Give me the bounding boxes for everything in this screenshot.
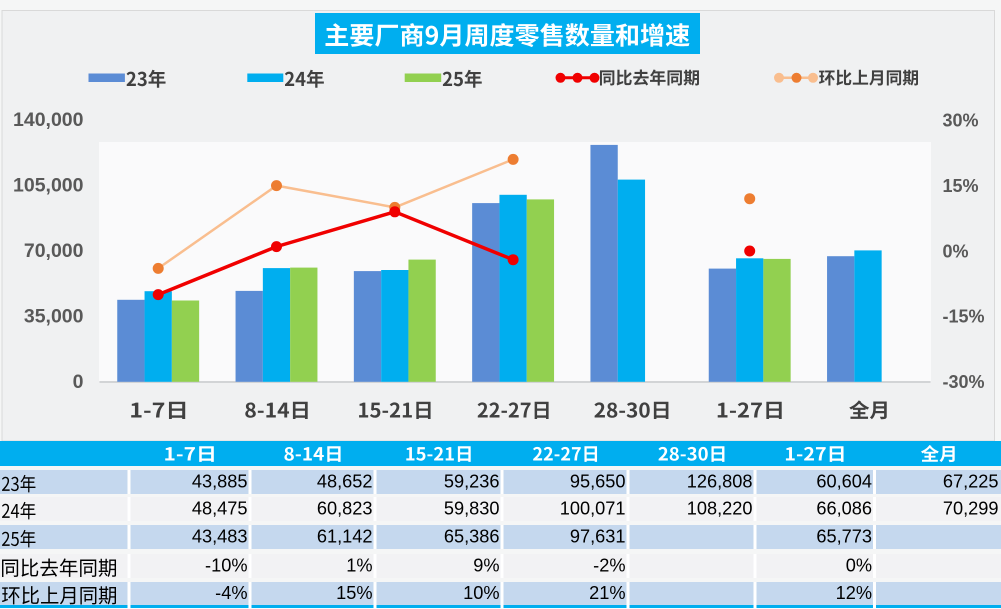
svg-text:48,652: 48,652	[317, 471, 373, 491]
svg-text:0: 0	[73, 371, 84, 393]
svg-text:126,808: 126,808	[687, 471, 753, 491]
svg-text:70,299: 70,299	[943, 498, 999, 518]
svg-text:48,475: 48,475	[192, 498, 248, 518]
svg-text:60,823: 60,823	[317, 498, 373, 518]
svg-text:105,000: 105,000	[13, 175, 84, 197]
svg-text:66,086: 66,086	[816, 498, 872, 518]
svg-text:-15%: -15%	[943, 307, 985, 327]
svg-text:-4%: -4%	[215, 583, 247, 603]
svg-text:43,483: 43,483	[192, 526, 248, 546]
svg-text:70,000: 70,000	[24, 240, 84, 262]
svg-text:35,000: 35,000	[24, 305, 84, 327]
svg-text:97,631: 97,631	[570, 526, 626, 546]
svg-text:9%: 9%	[473, 555, 499, 575]
svg-text:21%: 21%	[589, 583, 625, 603]
svg-text:0%: 0%	[943, 241, 969, 261]
svg-text:59,236: 59,236	[444, 471, 500, 491]
svg-text:61,142: 61,142	[317, 526, 373, 546]
svg-text:65,773: 65,773	[816, 526, 872, 546]
svg-text:15%: 15%	[336, 583, 372, 603]
svg-text:1%: 1%	[346, 555, 372, 575]
svg-text:59,830: 59,830	[444, 498, 500, 518]
svg-text:60,604: 60,604	[816, 471, 872, 491]
svg-text:-30%: -30%	[943, 372, 985, 392]
svg-text:140,000: 140,000	[13, 109, 84, 131]
svg-text:30%: 30%	[943, 111, 979, 131]
svg-text:12%: 12%	[836, 583, 872, 603]
svg-text:-10%: -10%	[205, 555, 247, 575]
svg-text:95,650: 95,650	[570, 471, 626, 491]
svg-text:15%: 15%	[943, 176, 979, 196]
svg-text:0%: 0%	[846, 555, 872, 575]
svg-text:67,225: 67,225	[943, 471, 999, 491]
svg-text:100,071: 100,071	[560, 498, 626, 518]
svg-text:108,220: 108,220	[687, 498, 753, 518]
svg-text:10%: 10%	[463, 583, 499, 603]
svg-text:-2%: -2%	[593, 555, 625, 575]
svg-text:65,386: 65,386	[444, 526, 500, 546]
svg-text:43,885: 43,885	[192, 471, 248, 491]
